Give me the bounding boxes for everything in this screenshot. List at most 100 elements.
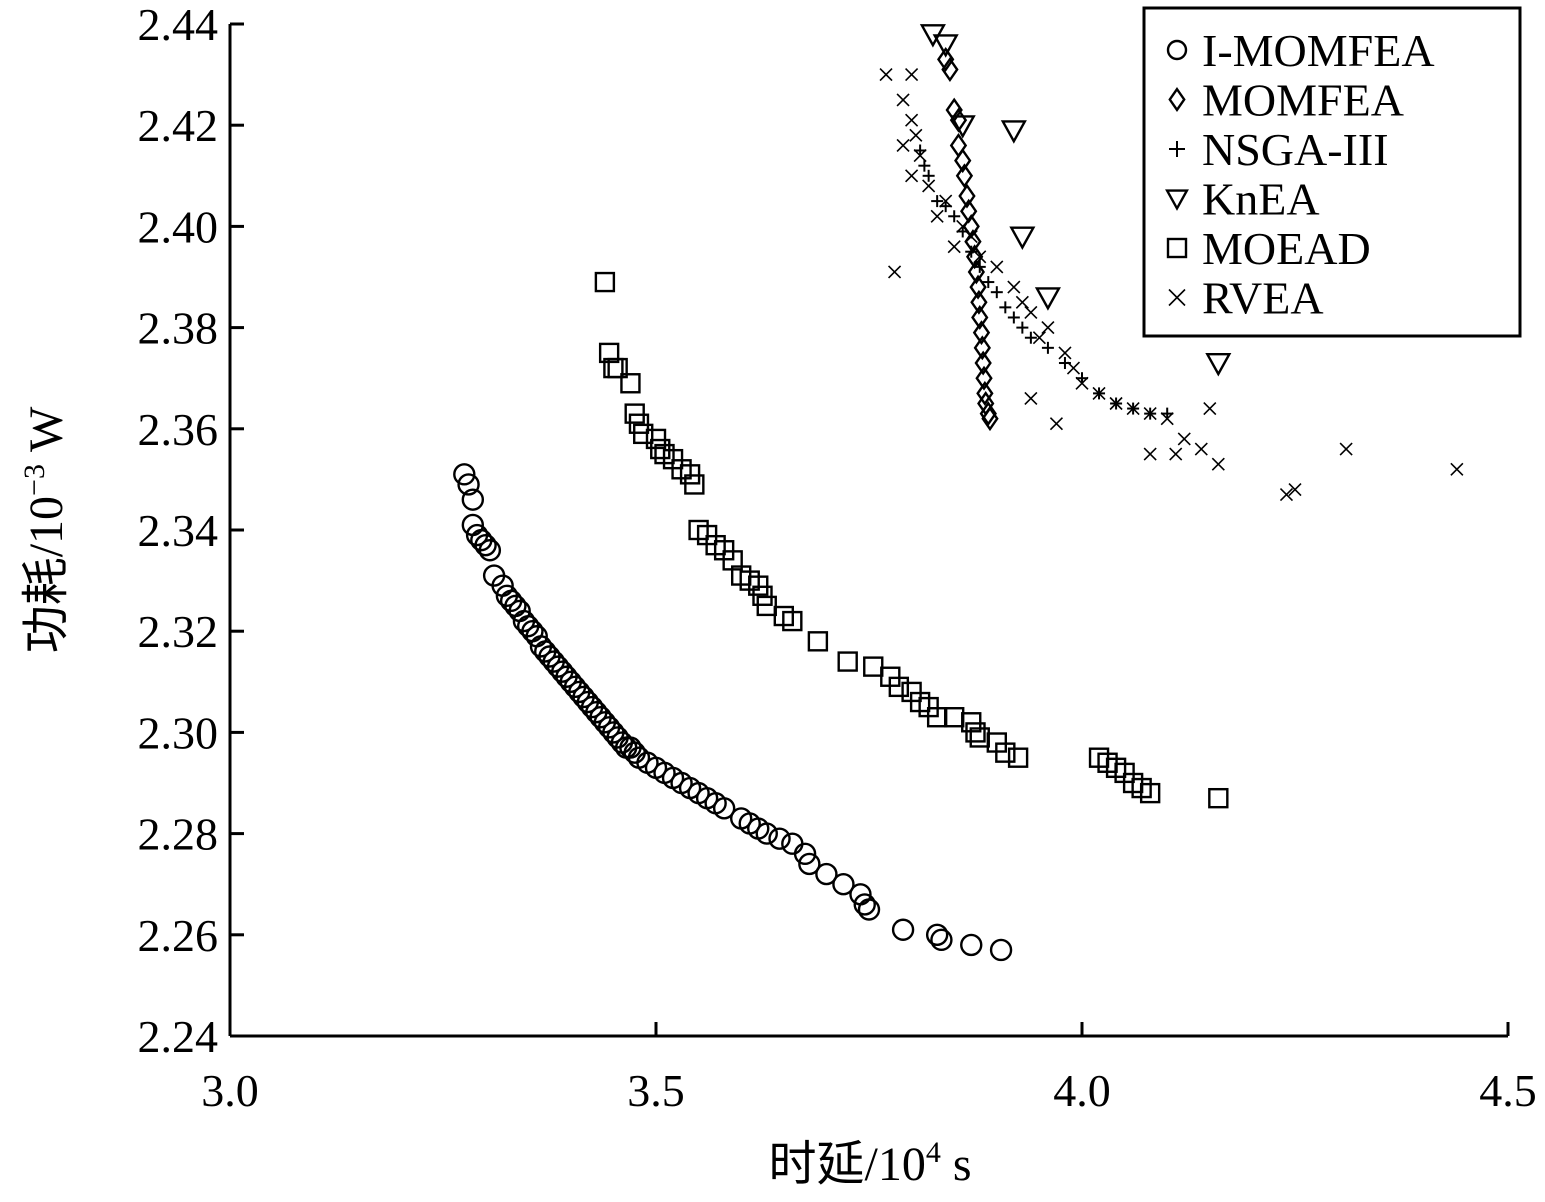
data-point-momfea — [975, 365, 993, 391]
data-point-rvea — [887, 265, 902, 279]
data-point-moead — [863, 656, 884, 677]
data-point-rvea — [1024, 305, 1038, 319]
data-point-moead — [607, 357, 628, 379]
legend-label: MOMFEA — [1202, 75, 1404, 126]
data-point-moead — [837, 651, 858, 672]
data-point-knea — [1009, 226, 1036, 250]
data-point-rvea — [1058, 346, 1072, 360]
data-point-rvea — [1066, 361, 1081, 375]
data-point-i-momfea — [857, 898, 881, 921]
series-i-momfea — [453, 463, 1013, 962]
data-point-rvea — [1211, 457, 1225, 471]
data-point-nsga-iii — [922, 169, 935, 182]
data-point-momfea — [967, 259, 986, 285]
data-point-momfea — [954, 148, 972, 174]
data-point-rvea — [909, 128, 923, 142]
data-point-rvea — [1024, 391, 1038, 406]
data-point-i-momfea — [474, 533, 497, 557]
legend-item-nsga-iii: NSGA-III — [1169, 124, 1389, 175]
x-tick-label: 4.5 — [1479, 1065, 1537, 1116]
data-point-nsga-iii — [1041, 341, 1054, 354]
legend-marker-momfea — [1168, 87, 1186, 112]
data-point-rvea — [939, 194, 953, 208]
legend-item-rvea: RVEA — [1168, 273, 1324, 324]
data-point-rvea — [1177, 432, 1191, 446]
data-point-rvea — [1015, 295, 1029, 309]
data-point-i-momfea — [457, 473, 480, 496]
data-point-rvea — [1203, 401, 1217, 416]
data-point-rvea — [896, 93, 910, 107]
y-ticks: 2.24 2.26 2.28 2.30 2.32 2.34 2.36 2.38 2.40 2.42… — [138, 0, 244, 1062]
series-momfea — [937, 46, 999, 432]
data-point-i-momfea — [989, 938, 1013, 962]
data-point-rvea — [879, 68, 893, 82]
data-point-knea — [949, 115, 976, 139]
data-point-momfea — [979, 401, 997, 427]
data-point-nsga-iii — [973, 260, 986, 273]
data-point-rvea — [1007, 280, 1021, 294]
legend-item-knea: KnEA — [1165, 174, 1320, 225]
data-point-momfea — [970, 289, 988, 315]
data-point-knea — [932, 34, 959, 58]
data-point-rvea — [1450, 462, 1464, 476]
data-point-nsga-iii — [1016, 321, 1029, 334]
y-tick-label: 2.32 — [138, 606, 219, 657]
data-point-rvea — [905, 169, 919, 183]
legend-marker-knea — [1165, 189, 1189, 211]
legend-marker-moead — [1166, 237, 1188, 259]
data-point-moead — [1007, 747, 1029, 768]
legend-label: KnEA — [1202, 174, 1320, 225]
data-point-moead — [620, 373, 641, 394]
legend-box — [1142, 6, 1522, 338]
data-point-rvea — [896, 138, 910, 153]
data-point-rvea — [964, 229, 978, 244]
series-rvea — [879, 68, 1464, 502]
y-tick-label: 2.24 — [138, 1011, 219, 1062]
data-point-i-momfea — [768, 827, 791, 850]
data-point-rvea — [973, 250, 987, 264]
data-point-moead — [965, 722, 986, 743]
data-point-i-momfea — [960, 933, 983, 957]
data-point-moead — [684, 474, 705, 495]
x-axis-title: 时延/104 s — [768, 1136, 971, 1191]
data-point-i-momfea — [930, 928, 953, 952]
series-nsga-iii — [914, 144, 1174, 420]
data-point-rvea — [1041, 321, 1055, 335]
legend-label: I-MOMFEA — [1202, 25, 1435, 76]
data-point-nsga-iii — [931, 195, 944, 208]
x-tick-label: 4.0 — [1053, 1065, 1111, 1116]
plot-area — [453, 24, 1464, 962]
legend-item-momfea: MOMFEA — [1168, 75, 1404, 126]
legend-item-i-momfea: I-MOMFEA — [1166, 25, 1435, 76]
data-point-rvea — [1143, 407, 1157, 421]
legend-marker-rvea — [1168, 288, 1186, 307]
data-point-rvea — [1194, 442, 1208, 456]
data-point-moead — [807, 631, 829, 652]
data-point-nsga-iii — [918, 159, 931, 172]
data-point-rvea — [1109, 396, 1123, 411]
data-point-i-momfea — [478, 539, 502, 562]
data-point-rvea — [922, 179, 936, 193]
data-point-momfea — [981, 406, 999, 432]
data-point-knea — [1205, 353, 1232, 377]
data-point-rvea — [1049, 417, 1064, 431]
data-point-i-momfea — [712, 797, 736, 820]
data-point-momfea — [955, 163, 974, 189]
series-knea — [919, 24, 1232, 377]
data-point-rvea — [1143, 447, 1157, 461]
y-tick-label: 2.44 — [138, 0, 219, 50]
legend-marker-nsga-iii — [1169, 141, 1185, 157]
data-point-momfea — [976, 380, 994, 406]
data-point-i-momfea — [815, 862, 838, 886]
data-point-i-momfea — [461, 488, 485, 511]
data-point-i-momfea — [793, 842, 817, 866]
data-point-rvea — [1126, 401, 1140, 416]
data-point-moead — [594, 271, 616, 293]
data-point-rvea — [956, 219, 970, 233]
data-point-rvea — [990, 260, 1004, 274]
data-point-nsga-iii — [948, 210, 961, 223]
data-point-moead — [782, 610, 803, 632]
data-point-rvea — [947, 240, 961, 254]
